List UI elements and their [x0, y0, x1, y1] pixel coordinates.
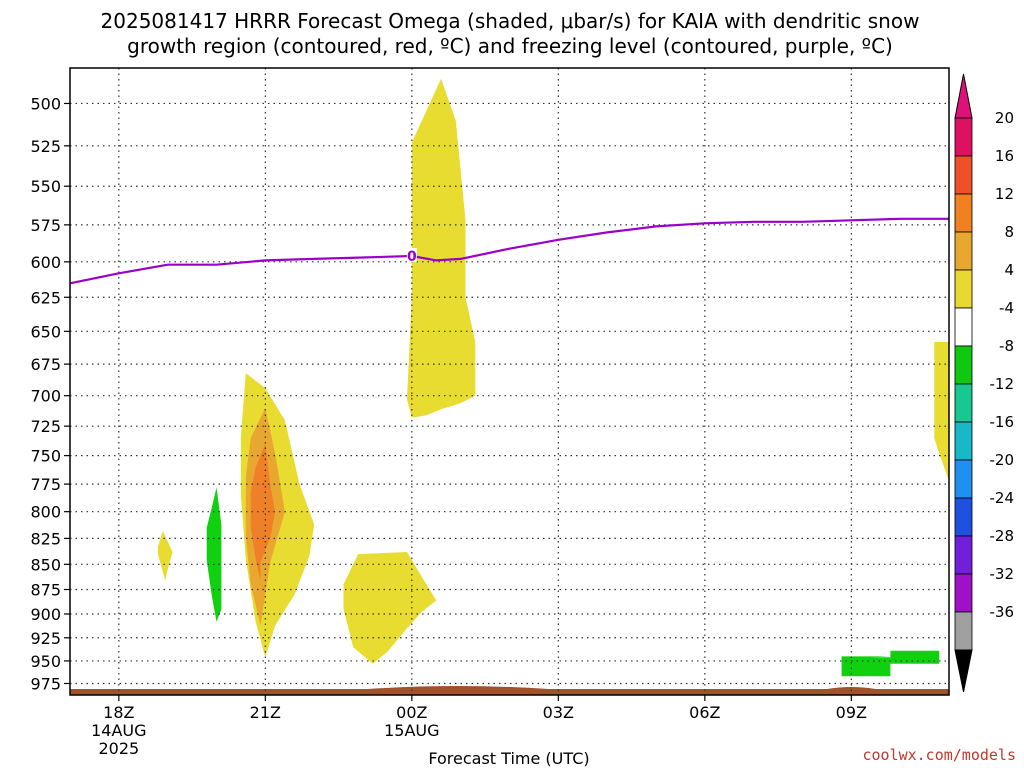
x-tick-label: 15AUG: [384, 721, 439, 740]
colorbar-bottom-arrow: [955, 650, 972, 692]
x-tick-label: 00Z: [396, 703, 427, 722]
y-tick-label: 525: [30, 137, 61, 156]
colorbar-swatch-2: [955, 194, 972, 232]
y-tick-label: 675: [30, 355, 61, 374]
freezing-level-label: 0: [407, 249, 417, 265]
colorbar-label: 4: [1004, 261, 1014, 279]
x-tick-label: 14AUG: [91, 721, 146, 740]
colorbar-label: 20: [995, 109, 1014, 127]
colorbar-swatch-7: [955, 384, 972, 422]
colorbar-label: -32: [990, 565, 1015, 583]
colorbar-label: -36: [990, 603, 1015, 621]
colorbar-swatch-13: [955, 612, 972, 650]
y-tick-label: 825: [30, 529, 61, 548]
x-tick-label: 21Z: [250, 703, 281, 722]
x-tick-label: 06Z: [689, 703, 720, 722]
colorbar-swatch-1: [955, 156, 972, 194]
colorbar-swatch-11: [955, 536, 972, 574]
y-tick-label: 925: [30, 629, 61, 648]
y-tick-label: 775: [30, 475, 61, 494]
credit-text: coolwx.com/models: [862, 746, 1016, 764]
colorbar-label: 12: [995, 185, 1014, 203]
y-tick-label: 650: [30, 322, 61, 341]
chart-title-line-1: 2025081417 HRRR Forecast Omega (shaded, …: [101, 9, 920, 33]
colorbar-label: -8: [999, 337, 1014, 355]
y-tick-label: 600: [30, 253, 61, 272]
x-tick-label: 18Z: [103, 703, 134, 722]
y-tick-label: 975: [30, 674, 61, 693]
colorbar-swatch-6: [955, 346, 972, 384]
colorbar-swatch-12: [955, 574, 972, 612]
colorbar-swatch-4: [955, 270, 972, 308]
omega-time-height-chart: 2025081417 HRRR Forecast Omega (shaded, …: [0, 0, 1024, 768]
y-tick-label: 700: [30, 387, 61, 406]
x-tick-label: 2025: [98, 739, 139, 758]
colorbar: 20 16 12 8 4 -4 -8 -12 -16 -20 -24 -28 -32 -36: [955, 74, 1014, 692]
y-tick-label: 750: [30, 447, 61, 466]
y-tick-label: 550: [30, 177, 61, 196]
plot-background: [70, 68, 949, 695]
colorbar-label: -24: [990, 489, 1015, 507]
y-tick-label: 725: [30, 417, 61, 436]
terrain-band: [70, 689, 949, 695]
colorbar-swatch-5: [955, 308, 972, 346]
colorbar-label: -16: [990, 413, 1015, 431]
y-tick-label: 800: [30, 503, 61, 522]
y-tick-label: 850: [30, 555, 61, 574]
y-tick-label: 900: [30, 605, 61, 624]
colorbar-label: -4: [999, 299, 1014, 317]
y-tick-label: 575: [30, 216, 61, 235]
colorbar-swatch-3: [955, 232, 972, 270]
colorbar-swatch-9: [955, 460, 972, 498]
y-tick-label: 625: [30, 288, 61, 307]
colorbar-label: -20: [990, 451, 1015, 469]
y-tick-label: 500: [30, 94, 61, 113]
colorbar-label: 8: [1004, 223, 1014, 241]
chart-title-line-2: growth region (contoured, red, ºC) and f…: [127, 34, 893, 58]
colorbar-swatch-0: [955, 118, 972, 156]
colorbar-swatch-8: [955, 422, 972, 460]
x-axis-label: Forecast Time (UTC): [428, 749, 589, 768]
colorbar-label: -12: [990, 375, 1015, 393]
y-tick-label: 875: [30, 581, 61, 600]
colorbar-label: 16: [995, 147, 1014, 165]
x-tick-label: 09Z: [836, 703, 867, 722]
y-tick-label: 950: [30, 652, 61, 671]
x-tick-label: 03Z: [543, 703, 574, 722]
omega-region-8: [842, 657, 891, 676]
y-axis: 500 525 550 575 600 625 650 675 700 725 750 775 800 8…: [30, 94, 70, 693]
colorbar-swatch-10: [955, 498, 972, 536]
colorbar-top-arrow: [955, 74, 972, 118]
colorbar-label: -28: [990, 527, 1015, 545]
